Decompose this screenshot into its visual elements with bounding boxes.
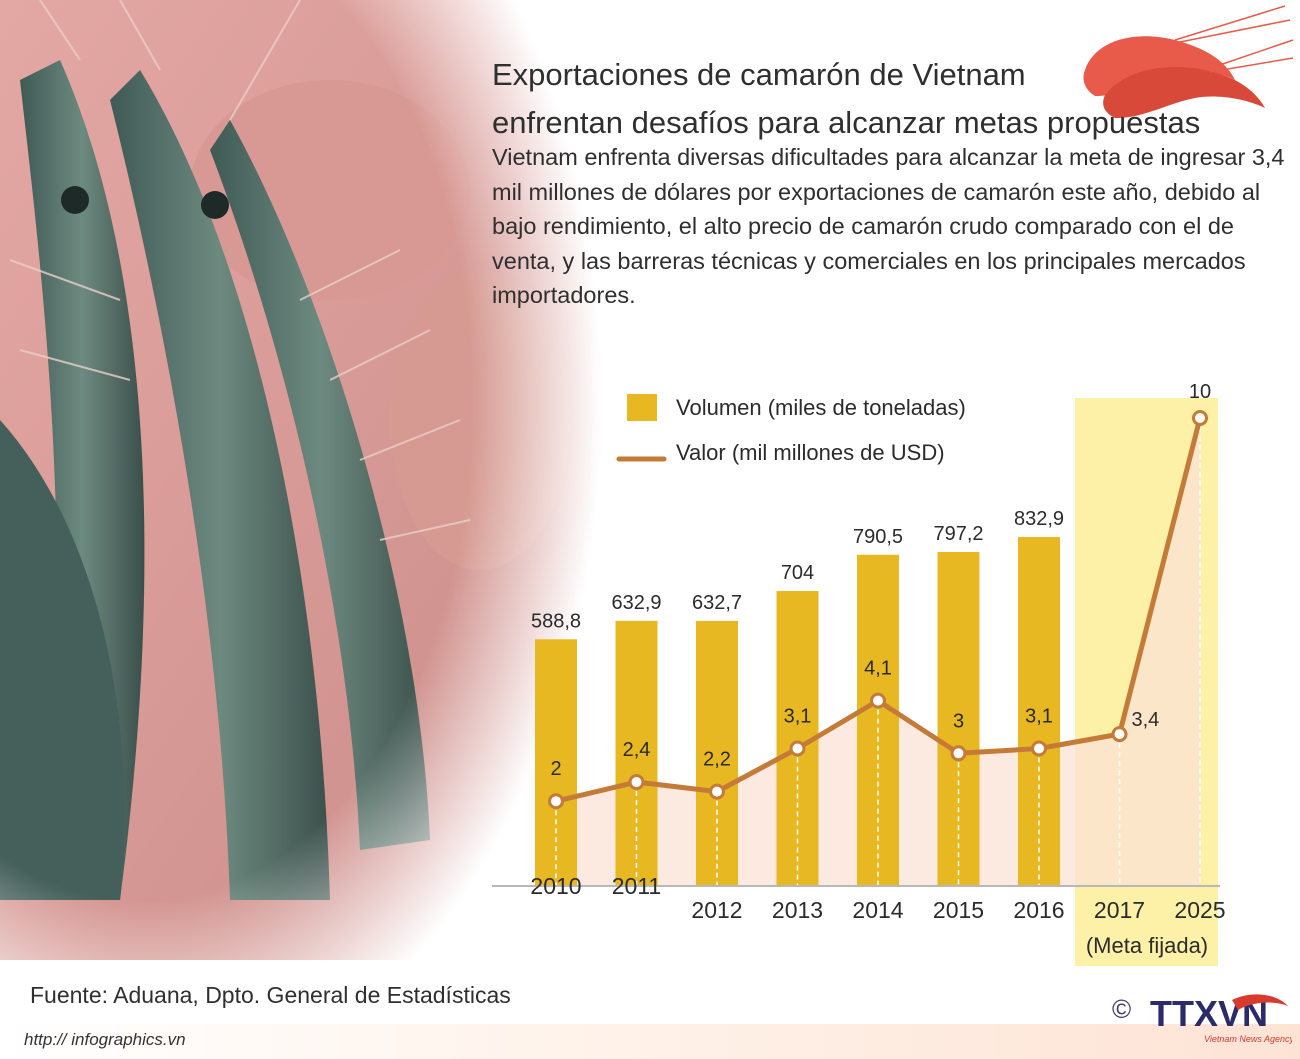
x-tick-2013: 2013 [772, 897, 823, 923]
x-tick-2025: 2025 [1174, 897, 1225, 923]
volume-label-2012: 632,7 [692, 592, 742, 614]
value-point-2016 [1031, 740, 1047, 757]
value-point-2013 [789, 740, 806, 757]
volume-label-2013: 704 [781, 562, 814, 584]
x-tick-2017: 2017 [1094, 897, 1145, 923]
volume-bar-2010 [535, 639, 577, 886]
value-labels: 2 2,4 2,2 3,1 4,1 3 3,1 3,4 10 [550, 381, 1211, 780]
value-label-2014: 4,1 [864, 658, 892, 680]
volume-label-2014: 790,5 [853, 526, 903, 548]
x-tick-2012: 2012 [691, 897, 742, 923]
target-note: (Meta fijada) [1086, 933, 1208, 958]
volume-bar-2016 [1018, 537, 1060, 886]
volume-bar-2015 [937, 551, 980, 886]
volume-bar-2012 [696, 620, 738, 886]
value-label-2012: 2,2 [703, 749, 731, 771]
x-tick-2010: 2010 [530, 873, 581, 899]
value-point-2025 [1192, 410, 1208, 426]
legend-label-value: Valor (mil millones de USD) [676, 440, 945, 465]
source-note: Fuente: Aduana, Dpto. General de Estadís… [30, 982, 511, 1008]
value-point-2012 [709, 783, 725, 800]
ttxvn-logo: TTXVN Vietnam News Agency [1150, 993, 1292, 1044]
value-label-2016: 3,1 [1025, 706, 1053, 728]
volume-label-2015: 797,2 [933, 523, 983, 545]
value-label-2017: 3,4 [1132, 709, 1160, 731]
volume-label-2011: 632,9 [611, 592, 661, 614]
title-line-1: Exportaciones de camarón de Vietnam [492, 56, 1026, 92]
intro-paragraph: Vietnam enfrenta diversas dificultades p… [492, 144, 1285, 308]
value-label-2015: 3 [953, 710, 964, 732]
x-tick-labels: 2010 2011 2012 2013 2014 2015 2016 2017 2025 [530, 873, 1225, 923]
value-point-2011 [628, 774, 645, 791]
value-point-2017 [1111, 726, 1128, 743]
page-title: Exportaciones de camarón de Vietnam enfr… [492, 51, 1282, 147]
value-label-2011: 2,4 [623, 739, 651, 761]
footer-band [0, 1024, 1300, 1059]
value-points [548, 410, 1208, 810]
legend-label-volume: Volumen (miles de toneladas) [676, 395, 966, 420]
legend-swatch-volume [627, 394, 657, 421]
value-label-2025: 10 [1189, 381, 1211, 403]
year-drop-lines [555, 418, 1201, 886]
volume-label-2016: 832,9 [1014, 508, 1064, 530]
copyright-symbol: © [1112, 994, 1132, 1024]
value-label-2010: 2 [550, 758, 561, 780]
volume-bar-2011 [615, 620, 658, 886]
value-label-2013: 3,1 [784, 706, 812, 728]
value-point-2014 [870, 692, 886, 709]
svg-text:Vietnam News Agency: Vietnam News Agency [1204, 1034, 1292, 1044]
x-tick-2015: 2015 [933, 897, 984, 923]
website-link[interactable]: http:// infographics.vn [24, 1030, 186, 1049]
title-line-2: enfrentan desafíos para alcanzar metas p… [492, 104, 1201, 140]
value-point-2015 [950, 745, 967, 762]
volume-bar-labels: 588,8 632,9 632,7 704 790,5 797,2 832,9 [531, 508, 1064, 632]
volume-label-2010: 588,8 [531, 610, 581, 632]
x-tick-2014: 2014 [852, 897, 903, 923]
shrimp-illustration [1083, 5, 1294, 118]
x-tick-2011: 2011 [612, 873, 661, 899]
value-point-2010 [548, 793, 564, 810]
shrimp-photo [0, 0, 640, 960]
x-tick-2016: 2016 [1013, 897, 1064, 923]
